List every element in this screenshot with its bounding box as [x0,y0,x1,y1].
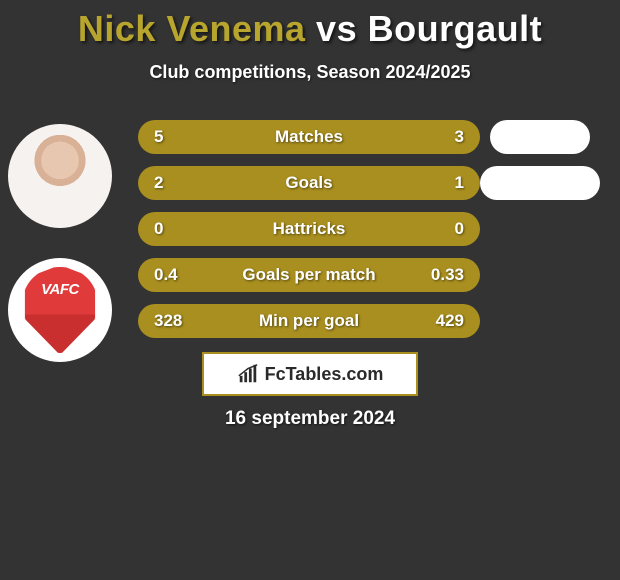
branding-text: FcTables.com [265,364,384,385]
title-vs: vs [306,8,368,49]
stat-row: 0.4Goals per match0.33 [138,258,480,292]
title-player-right: Bourgault [368,8,542,49]
stat-label: Goals [138,173,480,193]
stat-label: Goals per match [138,265,480,285]
stat-rows: 5Matches3 2Goals1 0Hattricks0 0.4Goals per … [138,120,480,350]
chart-icon [237,363,259,385]
stat-row: 328Min per goal429 [138,304,480,338]
subtitle: Club competitions, Season 2024/2025 [0,62,620,83]
stat-label: Matches [138,127,480,147]
win-pill [480,166,600,200]
comparison-title: Nick Venema vs Bourgault [0,0,620,50]
stat-row: 2Goals1 [138,166,480,200]
club-badge-icon [21,265,99,355]
player-avatar [8,124,112,228]
club-avatar [8,258,112,362]
title-player-left: Nick Venema [78,8,306,49]
stat-label: Min per goal [138,311,480,331]
stat-row: 0Hattricks0 [138,212,480,246]
stat-row: 5Matches3 [138,120,480,154]
snapshot-date: 16 september 2024 [0,408,620,430]
branding-box: FcTables.com [202,352,418,396]
win-pill [490,120,590,154]
stat-label: Hattricks [138,219,480,239]
